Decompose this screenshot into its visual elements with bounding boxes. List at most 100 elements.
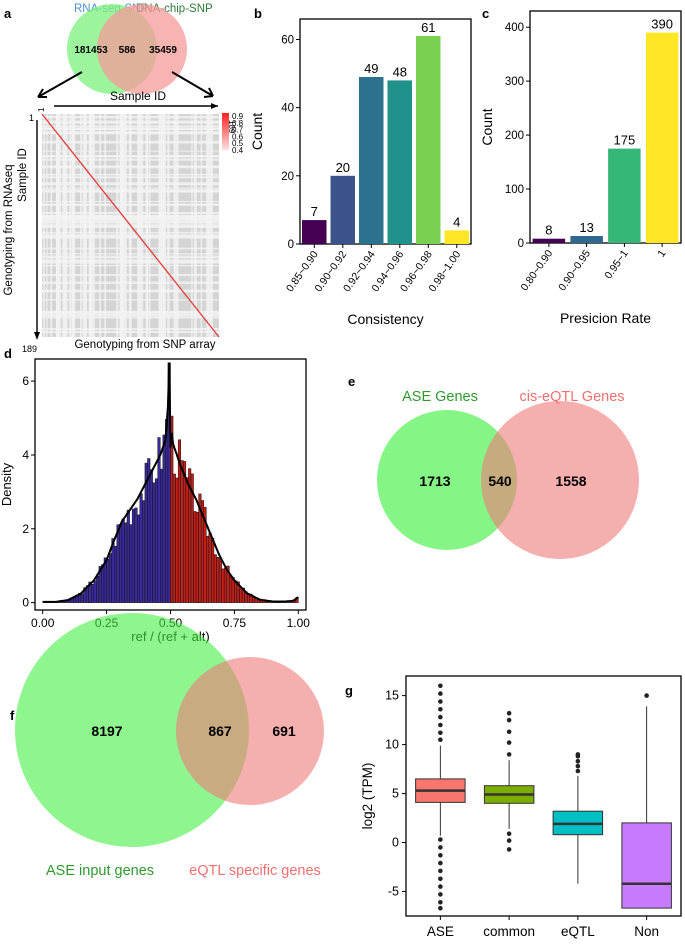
heatmap-stripe-h xyxy=(42,220,219,223)
histogram-bin xyxy=(126,509,130,603)
histogram-bin xyxy=(180,460,184,603)
outlier-point xyxy=(506,717,512,723)
histogram-bin xyxy=(129,524,133,603)
heatmap-stripe-h xyxy=(42,190,219,193)
histogram-bin xyxy=(185,477,189,603)
x-tick-label: 1 xyxy=(655,248,668,260)
y-tick-label: 15 xyxy=(385,689,399,703)
bar-value-label: 390 xyxy=(651,17,673,32)
bar-0.80~0.90 xyxy=(532,238,566,243)
x-axis-label: Presicion Rate xyxy=(560,310,651,326)
heatmap-stripe-h xyxy=(42,212,219,214)
bar-value-label: 49 xyxy=(364,61,378,76)
histogram-bin xyxy=(195,511,199,603)
y-tick-label: 0 xyxy=(518,238,524,250)
histogram-bin xyxy=(162,434,166,603)
heatmap-legend-label: 0.8 xyxy=(232,119,244,128)
y-tick-label: 4 xyxy=(22,448,29,462)
histogram-bin xyxy=(149,469,153,603)
histogram-bin xyxy=(154,478,158,603)
heatmap-stripe-h xyxy=(42,121,219,124)
heatmap-stripe-h xyxy=(42,187,219,189)
panel-e-letter: e xyxy=(348,374,355,389)
histogram-bin xyxy=(252,597,256,603)
outlier-point xyxy=(506,831,512,836)
histogram-bin xyxy=(134,507,138,603)
bar-0.95~1 xyxy=(608,148,641,243)
heatmap-stripe-h xyxy=(42,247,219,250)
outlier-point xyxy=(506,838,512,843)
histogram-bin xyxy=(183,461,187,603)
heatmap-legend-labels: 0.90.80.70.60.50.4 xyxy=(232,112,244,155)
panel-a: a RNA-seq-SNP DNA-chip-SNP 181453 586 35… xyxy=(3,3,244,354)
heatmap-stripe-h xyxy=(42,314,219,316)
histogram-bin xyxy=(218,558,222,603)
x-tick-label: 0.90~0.95 xyxy=(556,248,593,294)
density-curve xyxy=(42,362,299,603)
venn-a-left-count: 181453 xyxy=(74,45,108,56)
venn-f-left-label: ASE input genes xyxy=(46,863,154,879)
histogram-bin xyxy=(80,593,84,603)
heatmap-grid xyxy=(42,114,219,337)
venn-e-left-count: 1713 xyxy=(419,473,450,489)
heatmap-stripe-h xyxy=(42,155,219,158)
bar-value-label: 61 xyxy=(421,20,435,35)
outlier-point xyxy=(438,868,443,874)
histogram-bin xyxy=(211,537,215,603)
outlier-point xyxy=(575,768,581,774)
outlier-point xyxy=(575,752,581,757)
outlier-point xyxy=(438,730,443,736)
histogram-bin xyxy=(108,553,112,603)
outlier-point xyxy=(506,710,512,716)
heatmap-x-end: 189 xyxy=(227,120,236,134)
heatmap-stripe-h xyxy=(42,133,219,135)
panel-f: f 8197 867 691 ASE input genes eQTL spec… xyxy=(10,613,324,879)
outlier-point xyxy=(438,884,443,889)
heatmap-stripe-h xyxy=(42,328,219,330)
heatmap-stripe-h xyxy=(42,215,219,218)
outlier-point xyxy=(438,737,443,742)
y-axis-label: log2 (TPM) xyxy=(360,763,375,830)
heatmap-stripe-h xyxy=(42,182,219,185)
heatmap-y-end: 189 xyxy=(22,344,37,354)
x-tick-label: 0.00 xyxy=(31,616,55,630)
heatmap-stripe-h xyxy=(42,165,219,169)
histogram-bin xyxy=(221,568,225,603)
x-tick-label: 0.95~1 xyxy=(602,248,631,282)
heatmap-stripe-h xyxy=(42,120,219,123)
outlier-point xyxy=(438,900,443,905)
heatmap-stripe-h xyxy=(42,235,219,239)
heatmap-stripe-h xyxy=(42,273,219,277)
outlier-point xyxy=(575,758,581,764)
heatmap-color-legend xyxy=(222,113,229,150)
heatmap-stripe-h xyxy=(42,125,219,128)
chart-c: 8 0.80~0.90 13 0.90~0.95 175 0.95~1 390 1 0 100 20… xyxy=(479,10,682,326)
y-tick-label: 300 xyxy=(505,76,524,88)
y-axis-label: Density xyxy=(0,462,14,506)
heatmap-bottom-label: Genotyping from SNP array xyxy=(74,339,215,351)
bar-value-label: 13 xyxy=(579,220,593,235)
outlier-point xyxy=(506,752,512,757)
x-tick-label: eQTL xyxy=(561,924,595,939)
venn-f-right-circle xyxy=(176,657,324,805)
heatmap-stripe-h xyxy=(42,259,219,262)
panel-d-letter: d xyxy=(4,346,12,361)
outlier-point xyxy=(438,707,443,712)
heatmap-stripe-h xyxy=(42,316,219,319)
histogram-bin xyxy=(106,559,110,603)
panel-a-letter: a xyxy=(4,6,12,21)
histogram-bin xyxy=(229,574,233,603)
histogram-bin xyxy=(93,580,97,603)
histogram-bin xyxy=(121,518,125,603)
venn-f-left-circle xyxy=(15,613,249,847)
venn-e-overlap-count: 540 xyxy=(488,473,512,489)
y-tick-label: 0 xyxy=(288,239,294,251)
y-tick-label: 400 xyxy=(505,22,524,34)
outlier-point xyxy=(438,845,443,850)
heatmap-stripe-h xyxy=(42,253,219,255)
outlier-point xyxy=(506,740,512,745)
heatmap-x-arrowhead xyxy=(211,103,218,109)
panel-e: e ASE Genes cis-eQTL Genes 1713 540 1558 xyxy=(348,374,639,559)
y-tick-label: 10 xyxy=(385,738,399,752)
